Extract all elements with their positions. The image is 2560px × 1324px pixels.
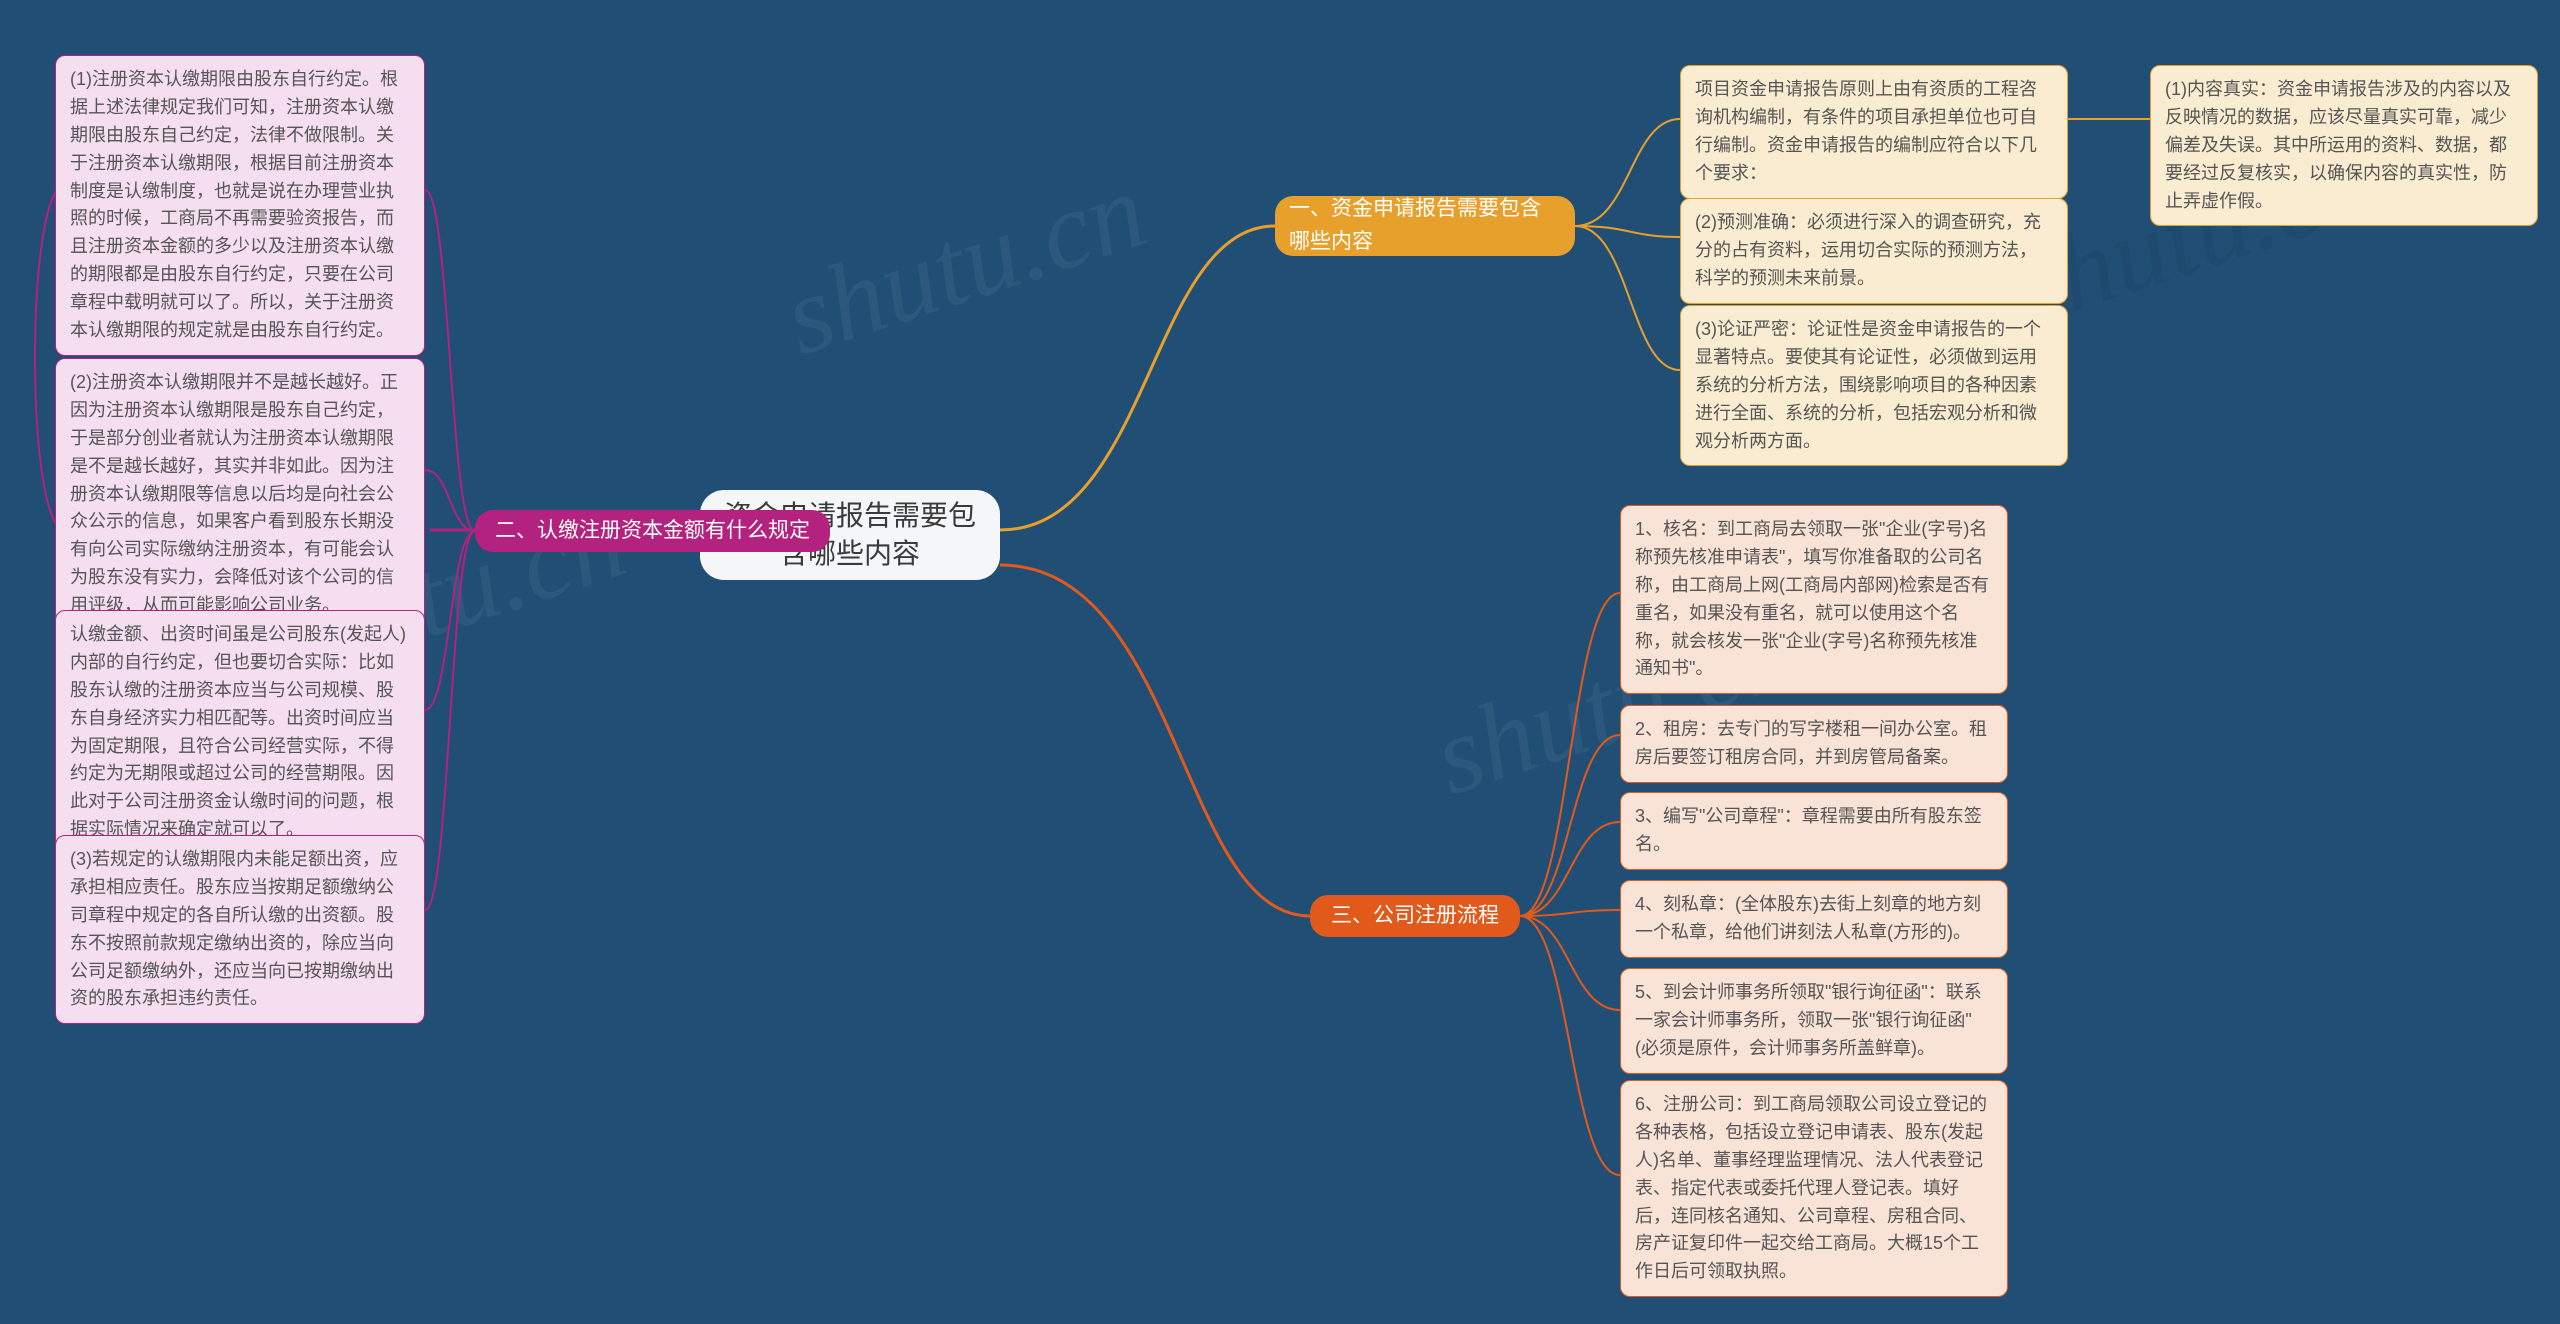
watermark: shutu.cn	[769, 146, 1160, 381]
b2-leaf-1-text: (1)注册资本认缴期限由股东自行约定。根据上述法律规定我们可知，注册资本认缴期限…	[70, 69, 398, 340]
b2-leaf-4-text: (3)若规定的认缴期限内未能足额出资，应承担相应责任。股东应当按期足额缴纳公司章…	[70, 849, 398, 1008]
b1-leaf-3-text: (3)论证严密：论证性是资金申请报告的一个显著特点。要使其有论证性，必须做到运用…	[1695, 319, 2041, 451]
b2-leaf-2[interactable]: (2)注册资本认缴期限并不是越长越好。正因为注册资本认缴期限是股东自己约定，于是…	[55, 358, 425, 631]
branch-1-label: 一、资金申请报告需要包含哪些内容	[1289, 193, 1561, 258]
branch-3[interactable]: 三、公司注册流程	[1310, 895, 1520, 937]
b2-leaf-2-text: (2)注册资本认缴期限并不是越长越好。正因为注册资本认缴期限是股东自己约定，于是…	[70, 372, 398, 615]
b1-leaf-1-text: 项目资金申请报告原则上由有资质的工程咨询机构编制，有条件的项目承担单位也可自行编…	[1695, 79, 2037, 183]
b3-leaf-6[interactable]: 6、注册公司：到工商局领取公司设立登记的各种表格，包括设立登记申请表、股东(发起…	[1620, 1080, 2008, 1297]
b3-leaf-1[interactable]: 1、核名：到工商局去领取一张"企业(字号)名称预先核准申请表"，填写你准备取的公…	[1620, 505, 2008, 694]
b3-leaf-5-text: 5、到会计师事务所领取"银行询征函"：联系一家会计师事务所，领取一张"银行询征函…	[1635, 982, 1982, 1058]
b1-leaf-2[interactable]: (2)预测准确：必须进行深入的调查研究，充分的占有资料，运用切合实际的预测方法，…	[1680, 198, 2068, 304]
b1-leaf-1[interactable]: 项目资金申请报告原则上由有资质的工程咨询机构编制，有条件的项目承担单位也可自行编…	[1680, 65, 2068, 199]
b3-leaf-1-text: 1、核名：到工商局去领取一张"企业(字号)名称预先核准申请表"，填写你准备取的公…	[1635, 519, 1989, 678]
b2-leaf-3[interactable]: 认缴金额、出资时间虽是公司股东(发起人)内部的自行约定，但也要切合实际：比如股东…	[55, 610, 425, 855]
b3-leaf-2[interactable]: 2、租房：去专门的写字楼租一间办公室。租房后要签订租房合同，并到房管局备案。	[1620, 705, 2008, 783]
branch-3-label: 三、公司注册流程	[1331, 900, 1499, 933]
b1-leaf-1-sub-text: (1)内容真实：资金申请报告涉及的内容以及反映情况的数据，应该尽量真实可靠，减少…	[2165, 79, 2511, 211]
branch-2[interactable]: 二、认缴注册资本金额有什么规定	[475, 510, 830, 552]
b3-leaf-3-text: 3、编写"公司章程"：章程需要由所有股东签名。	[1635, 806, 1982, 854]
branch-1[interactable]: 一、资金申请报告需要包含哪些内容	[1275, 196, 1575, 256]
b3-leaf-4-text: 4、刻私章：(全体股东)去街上刻章的地方刻一个私章，给他们讲刻法人私章(方形的)…	[1635, 894, 1981, 942]
b3-leaf-6-text: 6、注册公司：到工商局领取公司设立登记的各种表格，包括设立登记申请表、股东(发起…	[1635, 1094, 1987, 1281]
b3-leaf-5[interactable]: 5、到会计师事务所领取"银行询征函"：联系一家会计师事务所，领取一张"银行询征函…	[1620, 968, 2008, 1074]
b2-leaf-4[interactable]: (3)若规定的认缴期限内未能足额出资，应承担相应责任。股东应当按期足额缴纳公司章…	[55, 835, 425, 1024]
branch-2-label: 二、认缴注册资本金额有什么规定	[495, 515, 810, 548]
b1-leaf-3[interactable]: (3)论证严密：论证性是资金申请报告的一个显著特点。要使其有论证性，必须做到运用…	[1680, 305, 2068, 466]
b3-leaf-2-text: 2、租房：去专门的写字楼租一间办公室。租房后要签订租房合同，并到房管局备案。	[1635, 719, 1987, 767]
b1-leaf-1-sub[interactable]: (1)内容真实：资金申请报告涉及的内容以及反映情况的数据，应该尽量真实可靠，减少…	[2150, 65, 2538, 226]
b2-leaf-3-text: 认缴金额、出资时间虽是公司股东(发起人)内部的自行约定，但也要切合实际：比如股东…	[70, 624, 406, 839]
b2-leaf-1[interactable]: (1)注册资本认缴期限由股东自行约定。根据上述法律规定我们可知，注册资本认缴期限…	[55, 55, 425, 356]
b1-leaf-2-text: (2)预测准确：必须进行深入的调查研究，充分的占有资料，运用切合实际的预测方法，…	[1695, 212, 2041, 288]
b3-leaf-3[interactable]: 3、编写"公司章程"：章程需要由所有股东签名。	[1620, 792, 2008, 870]
b3-leaf-4[interactable]: 4、刻私章：(全体股东)去街上刻章的地方刻一个私章，给他们讲刻法人私章(方形的)…	[1620, 880, 2008, 958]
